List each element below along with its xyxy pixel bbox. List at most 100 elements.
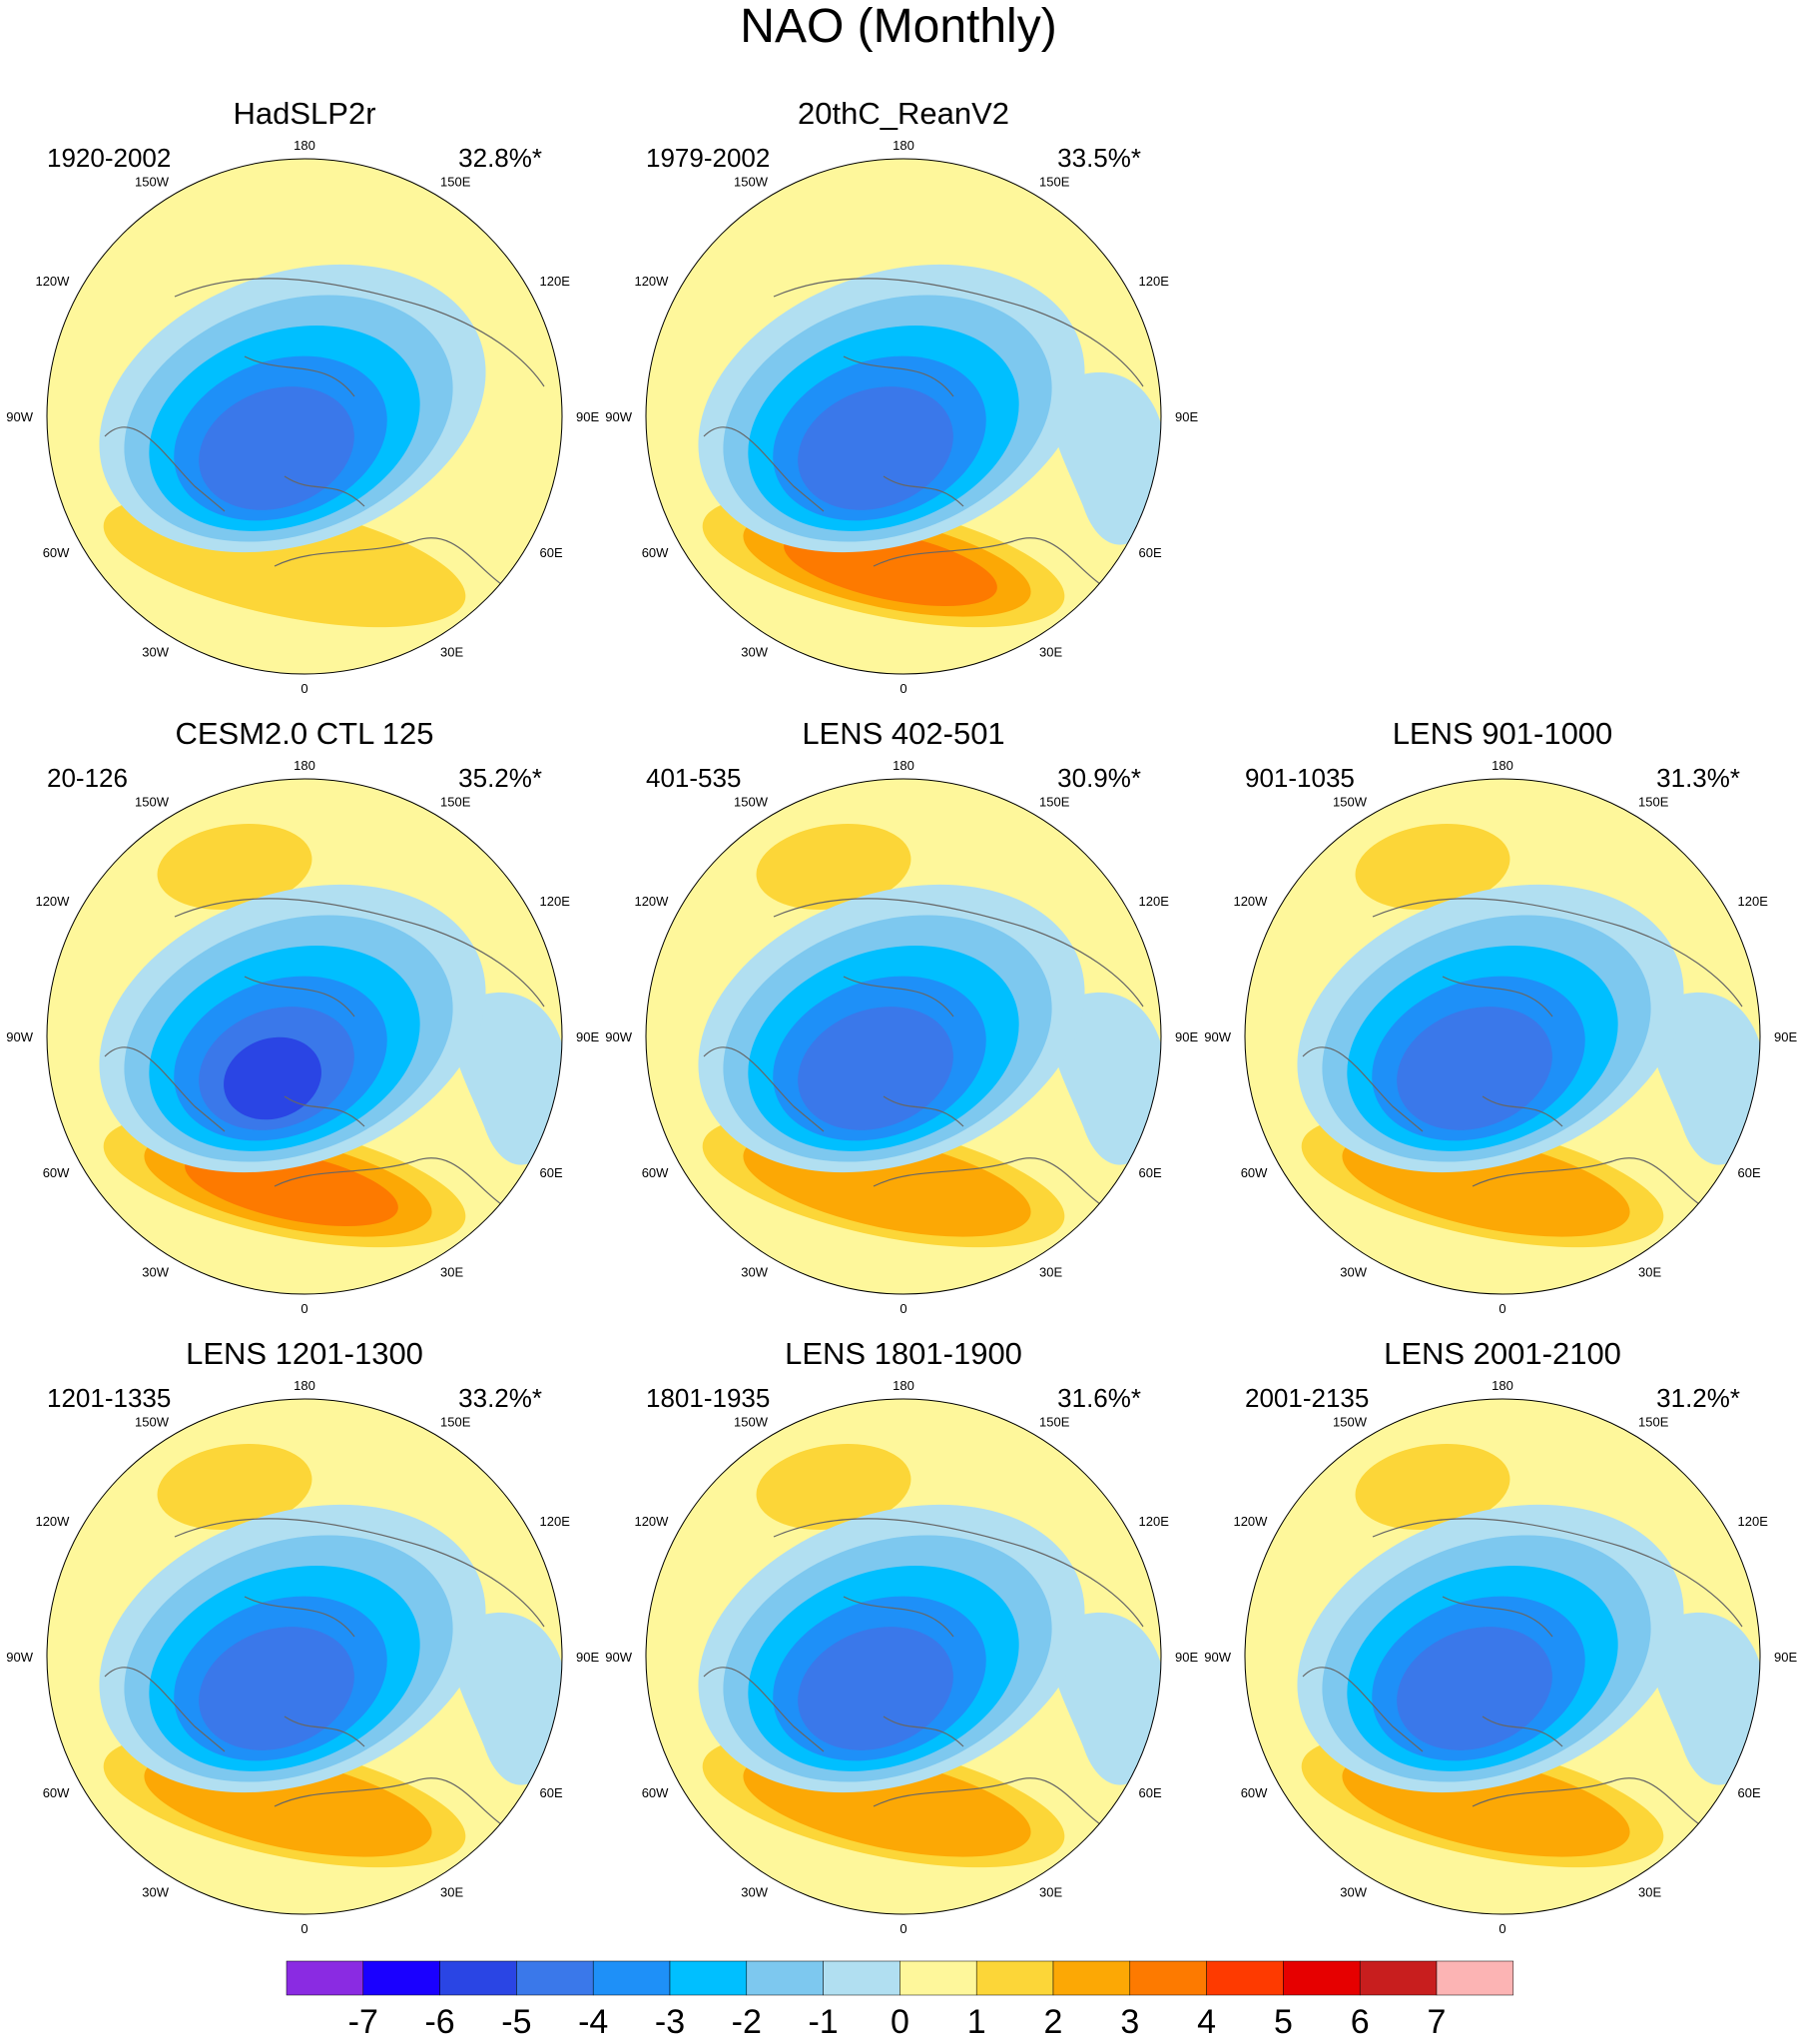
colorbar-label: -7 — [348, 2003, 378, 2041]
contour-field — [646, 1399, 1161, 1914]
contour-field — [1245, 1399, 1760, 1914]
colorbar-label: 6 — [1351, 2003, 1370, 2041]
asia-low — [1050, 371, 1161, 545]
colorbar-swatch — [669, 1960, 748, 1996]
longitude-label: 120W — [634, 894, 669, 909]
longitude-label: 60E — [540, 1165, 563, 1180]
longitude-label: 60W — [642, 545, 669, 560]
colorbar-swatch — [1052, 1960, 1131, 1996]
longitude-label: 120W — [35, 1514, 70, 1529]
longitude-label: 30W — [1340, 1265, 1367, 1280]
variance-label: 30.9%* — [1057, 763, 1141, 793]
longitude-label: 0 — [300, 1921, 307, 1936]
colorbar-label: -2 — [732, 2003, 762, 2041]
contour-field — [1245, 779, 1760, 1294]
contour-field — [646, 159, 1161, 674]
longitude-label: 150W — [1333, 794, 1368, 809]
longitude-label: 30E — [440, 645, 463, 660]
longitude-label: 150W — [135, 1414, 170, 1429]
longitude-label: 60E — [1738, 1785, 1761, 1800]
longitude-label: 120E — [1139, 274, 1170, 289]
colorbar-swatch — [1206, 1960, 1284, 1996]
colorbar-label: -3 — [655, 2003, 685, 2041]
longitude-label: 120E — [1139, 1514, 1170, 1529]
panel-title: CESM2.0 CTL 125 — [175, 716, 433, 751]
longitude-label: 30W — [142, 1885, 169, 1900]
longitude-label: 90W — [605, 1650, 632, 1665]
longitude-label: 120E — [1738, 1514, 1769, 1529]
colorbar-label: 1 — [967, 2003, 986, 2041]
asia-low — [1649, 992, 1760, 1165]
longitude-label: 60E — [540, 545, 563, 560]
variance-label: 31.6%* — [1057, 1383, 1141, 1413]
arctic-low-band — [1397, 1627, 1552, 1750]
period-label: 1801-1935 — [646, 1383, 770, 1413]
longitude-label: 30W — [142, 1265, 169, 1280]
longitude-label: 60W — [43, 1165, 70, 1180]
longitude-label: 0 — [1498, 1301, 1505, 1316]
colorbar-label: 0 — [891, 2003, 909, 2041]
colorbar-swatch — [286, 1960, 364, 1996]
colorbar-label: -1 — [808, 2003, 838, 2041]
longitude-label: 30E — [1039, 1265, 1062, 1280]
longitude-label: 0 — [899, 1921, 906, 1936]
longitude-label: 30E — [440, 1885, 463, 1900]
variance-label: 33.5%* — [1057, 143, 1141, 173]
longitude-label: 180 — [893, 1378, 914, 1393]
longitude-label: 180 — [294, 138, 315, 153]
colorbar-swatch — [746, 1960, 824, 1996]
figure-title: NAO (Monthly) — [740, 0, 1056, 53]
coastline — [104, 278, 545, 587]
longitude-label: 60E — [540, 1785, 563, 1800]
arctic-low-band — [798, 386, 953, 510]
arctic-low-band — [199, 386, 354, 510]
colorbar-swatch — [1359, 1960, 1438, 1996]
panels-layer: 180 150E 120E 90E 60E 30E 0 30W 60W 90W 120W 150W Ha… — [6, 96, 1797, 1936]
longitude-label: 150E — [1638, 794, 1669, 809]
contour-field — [646, 779, 1161, 1294]
coastline — [1302, 898, 1743, 1207]
colorbar-swatch — [592, 1960, 671, 1996]
longitude-label: 150W — [734, 1414, 769, 1429]
longitude-label: 90E — [576, 1029, 599, 1044]
longitude-label: 120E — [540, 274, 571, 289]
coastline — [703, 1518, 1144, 1827]
colorbar-swatch — [975, 1960, 1054, 1996]
longitude-label: 30E — [1039, 645, 1062, 660]
longitude-label: 30W — [741, 1885, 768, 1900]
longitude-label: 150W — [734, 174, 769, 189]
period-label: 1979-2002 — [646, 143, 770, 173]
map-border — [645, 778, 1162, 1295]
arctic-low-band — [224, 1036, 321, 1120]
longitude-label: 90E — [576, 409, 599, 424]
asia-low — [451, 1612, 562, 1785]
longitude-label: 120E — [1738, 894, 1769, 909]
longitude-label: 90E — [1774, 1029, 1797, 1044]
longitude-label: 120W — [1233, 1514, 1268, 1529]
map-panel: 180 150E 120E 90E 60E 30E 0 30W 60W 90W 120W 150W LE… — [605, 716, 1198, 1316]
longitude-label: 120E — [540, 1514, 571, 1529]
longitude-label: 30W — [741, 1265, 768, 1280]
map-panel: 180 150E 120E 90E 60E 30E 0 30W 60W 90W 120W 150W LE… — [605, 1336, 1198, 1936]
longitude-label: 60W — [43, 545, 70, 560]
longitude-label: 180 — [1492, 1378, 1513, 1393]
panel-title: LENS 2001-2100 — [1384, 1336, 1621, 1371]
longitude-label: 150W — [734, 794, 769, 809]
colorbar-label: -6 — [424, 2003, 454, 2041]
longitude-label: 60W — [642, 1785, 669, 1800]
longitude-label: 150E — [1039, 794, 1070, 809]
colorbar-label: 7 — [1428, 2003, 1447, 2041]
map-border — [645, 1398, 1162, 1915]
longitude-label: 60E — [1139, 1785, 1162, 1800]
map-border — [46, 1398, 563, 1915]
longitude-label: 90E — [1175, 1650, 1198, 1665]
longitude-label: 90E — [1175, 1029, 1198, 1044]
colorbar-label: 4 — [1197, 2003, 1216, 2041]
colorbar-swatch — [439, 1960, 517, 1996]
colorbar-swatch — [1283, 1960, 1361, 1996]
longitude-label: 120W — [634, 1514, 669, 1529]
colorbar-label: -5 — [501, 2003, 531, 2041]
panel-title: 20thC_ReanV2 — [798, 96, 1009, 131]
pacific-high — [756, 824, 911, 910]
